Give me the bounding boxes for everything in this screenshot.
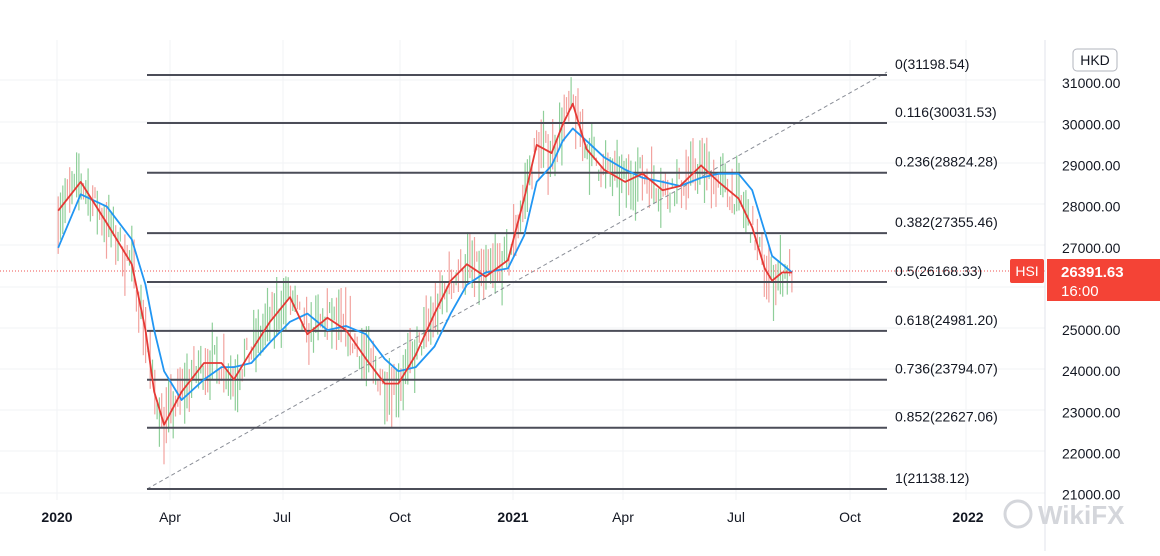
y-axis: HKD 31000.00 30000.00 29000.00 28000.00 27000… [1044,40,1121,551]
fib-level-label: 0.5(26168.33) [895,263,982,279]
x-axis: 2020 Apr Jul Oct 2021 Apr Jul Oct 2022 [41,509,983,525]
fib-level-label: 0.116(30031.53) [895,104,997,120]
y-tick-label: 22000.00 [1062,446,1121,462]
currency-label: HKD [1080,52,1110,68]
watermark-text: WikiFX [1038,500,1125,530]
y-tick-label: 28000.00 [1062,199,1121,215]
y-tick-label: 31000.00 [1062,75,1121,91]
fib-level-label: 0.618(24981.20) [895,312,998,328]
symbol-label: HSI [1015,263,1038,279]
last-price-value: 26391.63 [1061,264,1124,281]
fib-level-label: 0.736(23794.07) [895,361,998,377]
fib-level-label: 0.852(22627.06) [895,409,998,425]
x-tick-label: Oct [839,509,861,525]
fib-trend-line [146,71,888,490]
x-tick-label: Oct [389,509,411,525]
y-tick-label: 25000.00 [1062,322,1121,338]
y-tick-label: 30000.00 [1062,116,1121,132]
x-tick-label: 2022 [952,509,983,525]
fib-level-label: 0.382(27355.46) [895,214,998,230]
y-tick-label: 24000.00 [1062,363,1121,379]
last-price-time: 16:00 [1061,283,1099,300]
grid [0,40,1045,500]
watermark: WikiFX [1003,499,1125,530]
x-tick-label: 2021 [497,509,528,525]
fibonacci-levels: 0(31198.54) 0.116(30031.53) 0.236(28824.28… [146,56,998,490]
fib-level-label: 0(31198.54) [895,56,969,72]
fib-level-label: 0.236(28824.28) [895,154,998,170]
last-price-badge [1047,259,1160,301]
series-line [57,127,793,401]
y-tick-label: 27000.00 [1062,240,1121,256]
x-tick-label: Apr [612,509,634,525]
price-badges: HSI 26391.63 16:00 [1010,259,1160,301]
series-line [57,102,793,426]
y-tick-label: 29000.00 [1062,158,1121,174]
series-lines [0,102,1045,426]
currency-badge[interactable] [1072,48,1118,72]
y-tick-label: 21000.00 [1062,487,1121,503]
x-tick-label: 2020 [41,509,72,525]
watermark-logo-icon [1003,499,1033,529]
fib-level-label: 1(21138.12) [895,470,969,486]
y-tick-label: 23000.00 [1062,404,1121,420]
x-tick-label: Apr [159,509,181,525]
x-tick-label: Jul [727,509,745,525]
symbol-badge[interactable] [1010,259,1044,283]
x-tick-label: Jul [273,509,291,525]
